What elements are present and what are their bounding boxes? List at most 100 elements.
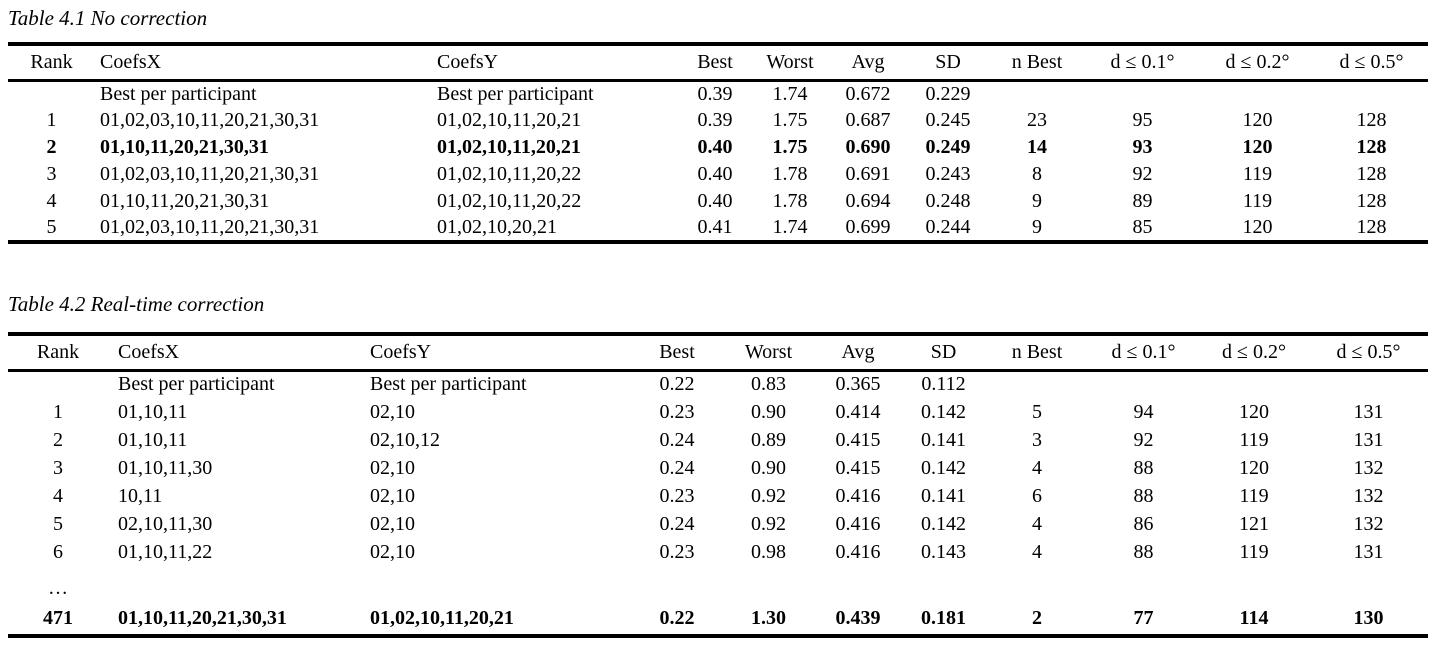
table-row: 5 02,10,11,30 02,10 0.24 0.92 0.416 0.142 4 86 12… — [8, 510, 1428, 538]
table-cell: 119 — [1242, 190, 1273, 212]
table-cell: 0.40 — [697, 163, 733, 185]
table-cell — [1085, 80, 1200, 107]
table-4-1: Rank CoefsX CoefsY Best Worst Avg SD n Best d ≤ … — [8, 42, 1428, 244]
table-cell: 0.365 — [835, 373, 881, 396]
table-cell: 02,10 — [370, 456, 415, 479]
table-cell — [108, 566, 360, 602]
table-cell — [8, 370, 108, 398]
table-cell: 9 — [1032, 216, 1042, 238]
table-cell: 471 — [43, 606, 73, 629]
table-cell: 4 — [46, 190, 57, 212]
table-cell: 0.24 — [659, 512, 695, 535]
table-cell: 0.142 — [921, 400, 966, 423]
table-cell: 120 — [1242, 109, 1273, 131]
column-header: Worst — [766, 50, 814, 73]
table-cell: 01,02,10,11,20,22 — [437, 190, 582, 212]
table-cell: 0.439 — [835, 606, 881, 629]
table-4-1-section: Table 4.1 No correction Rank CoefsX CoefsY… — [0, 6, 1438, 244]
table-cell: 6 — [53, 540, 63, 563]
table-cell: 1 — [53, 400, 63, 423]
table-cell: 0.416 — [835, 512, 881, 535]
table-cell — [815, 566, 901, 602]
table-cell: Best per participant — [437, 82, 594, 105]
table-cell — [986, 370, 1088, 398]
table-cell: 0.39 — [697, 82, 733, 105]
table-cell: 8 — [1032, 163, 1042, 185]
table-cell: 1.78 — [772, 163, 808, 185]
table-cell: 01,10,11,20,21,30,31 — [100, 190, 270, 212]
table-cell: 01,02,03,10,11,20,21,30,31 — [100, 216, 320, 238]
table-cell: 02,10,11,30 — [118, 512, 213, 535]
table-cell: 01,10,11 — [118, 400, 188, 423]
table-cell: 88 — [1133, 540, 1154, 563]
table-row: 4 10,11 02,10 0.23 0.92 0.416 0.141 6 88 119 132 — [8, 482, 1428, 510]
table-4-2-header-row: Rank CoefsX CoefsY Best Worst Avg SD n Best d ≤ … — [8, 334, 1428, 370]
table-cell: 94 — [1133, 400, 1154, 423]
table-cell: 0.248 — [925, 190, 971, 212]
table-cell: 85 — [1132, 216, 1153, 238]
table-cell: 2 — [46, 136, 57, 158]
table-cell: 0.112 — [921, 373, 966, 396]
column-header: Best — [697, 50, 733, 73]
table-cell — [360, 566, 632, 602]
table-cell: 3 — [1032, 428, 1042, 451]
table-cell: 0.24 — [659, 456, 695, 479]
table-cell: 128 — [1356, 109, 1387, 131]
table-cell: 01,02,10,20,21 — [437, 216, 557, 238]
table-row: 471 01,10,11,20,21,30,31 01,02,10,11,20,21… — [8, 602, 1428, 636]
table-cell: 5 — [53, 512, 63, 535]
table-row: 1 01,10,11 02,10 0.23 0.90 0.414 0.142 5 94 120 13… — [8, 398, 1428, 426]
table-cell: 4 — [1032, 456, 1042, 479]
table-cell: 131 — [1353, 428, 1384, 451]
table-cell: 132 — [1353, 512, 1384, 535]
table-row: 2 01,10,11,20,21,30,31 01,02,10,11,20,21 0.… — [8, 134, 1428, 161]
column-header: n Best — [1011, 50, 1063, 73]
ellipsis-row: … — [8, 566, 1428, 602]
table-cell: 88 — [1133, 456, 1154, 479]
table-cell — [1088, 566, 1199, 602]
table-cell: 4 — [1032, 540, 1042, 563]
column-header: d ≤ 0.1° — [1111, 340, 1176, 363]
table-cell: 119 — [1239, 484, 1269, 507]
table-cell: 119 — [1239, 540, 1269, 563]
table-cell: 121 — [1239, 512, 1269, 535]
table-cell: 02,10 — [370, 484, 415, 507]
table-cell: 0.229 — [925, 82, 971, 105]
table-row: 3 01,02,03,10,11,20,21,30,31 01,02,10,11,2… — [8, 161, 1428, 188]
table-cell: 0.416 — [835, 540, 881, 563]
column-header: SD — [930, 340, 957, 363]
table-4-1-header-row: Rank CoefsX CoefsY Best Worst Avg SD n Best d ≤ … — [8, 44, 1428, 80]
table-4-2-section: Table 4.2 Real-time correction Rank Coefs… — [0, 292, 1438, 638]
table-cell: 128 — [1356, 216, 1387, 238]
table-cell: 23 — [1027, 109, 1047, 131]
table-cell: 0.244 — [925, 216, 971, 238]
table-cell: 95 — [1132, 109, 1153, 131]
column-header: CoefsY — [370, 340, 432, 363]
table-cell: 119 — [1239, 428, 1269, 451]
table-cell: 0.690 — [845, 136, 891, 158]
column-header: Best — [659, 340, 695, 363]
table-cell: 0.243 — [925, 163, 971, 185]
table-cell: 0.92 — [751, 484, 786, 507]
table-cell: 01,02,10,11,20,21 — [437, 136, 581, 158]
table-cell: 01,02,03,10,11,20,21,30,31 — [100, 163, 320, 185]
table-cell: 0.416 — [835, 484, 881, 507]
table-cell: 0.89 — [751, 428, 786, 451]
table-cell: 120 — [1242, 216, 1273, 238]
table-cell: 0.22 — [659, 373, 695, 396]
table-row: 2 01,10,11 02,10,12 0.24 0.89 0.415 0.141 3 92 11… — [8, 426, 1428, 454]
table-cell: 0.40 — [697, 190, 733, 212]
table-cell: 0.141 — [921, 428, 966, 451]
table-cell: 92 — [1133, 428, 1154, 451]
table-cell — [989, 80, 1085, 107]
table-cell: 02,10 — [370, 512, 415, 535]
table-cell — [986, 566, 1088, 602]
table-cell: 02,10 — [370, 540, 415, 563]
table-cell: 114 — [1239, 606, 1269, 629]
table-cell: 3 — [46, 163, 57, 185]
column-header: d ≤ 0.1° — [1110, 50, 1175, 73]
table-row: 5 01,02,03,10,11,20,21,30,31 01,02,10,20,2… — [8, 215, 1428, 242]
table-cell: 0.39 — [697, 109, 733, 131]
table-cell: 120 — [1239, 400, 1269, 423]
